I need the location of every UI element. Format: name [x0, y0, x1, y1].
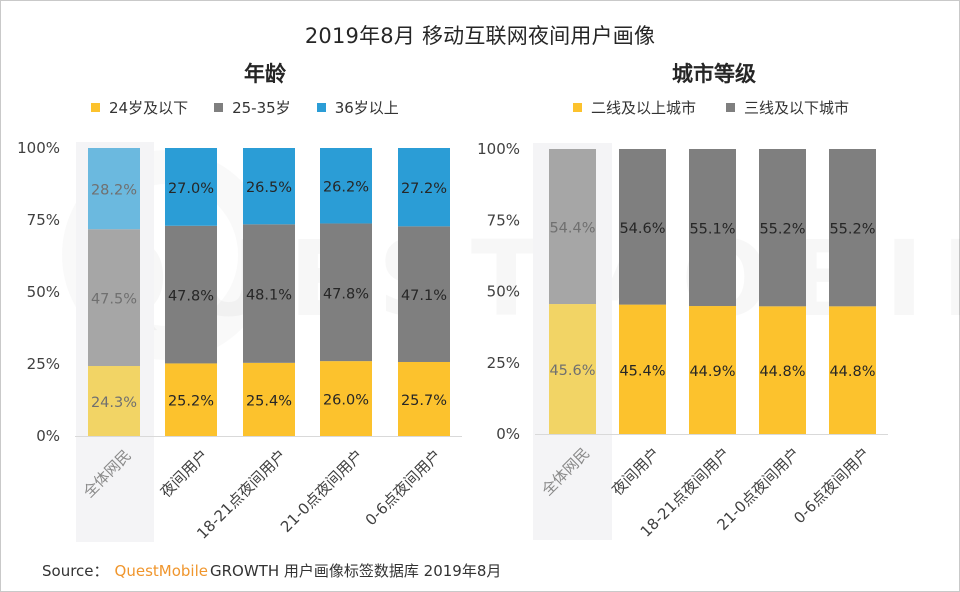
bar-segment [165, 225, 217, 364]
y-tick-label: 25% [487, 354, 520, 372]
data-label: 44.8% [829, 364, 875, 380]
legend-label: 25-35岁 [232, 99, 291, 117]
data-label: 45.6% [549, 363, 595, 379]
bar-segment [549, 304, 596, 434]
data-label: 48.1% [246, 288, 292, 304]
data-label: 47.1% [401, 288, 447, 304]
data-label: 54.4% [549, 221, 595, 237]
legend-item-over-36: 36岁以上 [316, 97, 399, 118]
age-chart-legend: 24岁及以下 25-35岁 36岁以上 [91, 97, 425, 118]
source-note: Source： QuestMobile GROWTH 用户画像标签数据库 2019年… [42, 560, 501, 581]
legend-swatch-gray-icon [726, 103, 736, 112]
data-label: 25.2% [168, 394, 214, 410]
bar-segment [88, 148, 140, 230]
legend-item-under-24: 24岁及以下 [91, 97, 188, 118]
legend-swatch-blue-icon [316, 103, 326, 112]
legend-label: 24岁及以下 [109, 99, 189, 117]
data-label: 25.7% [401, 393, 447, 409]
legend-swatch-gray-icon [214, 103, 224, 112]
bar-segment [759, 149, 806, 307]
bar-segment [165, 148, 217, 226]
y-tick-label: 25% [27, 355, 60, 373]
bar-segment [398, 148, 450, 227]
bar-segment [759, 306, 806, 434]
data-label: 54.6% [619, 221, 665, 237]
bar-segment [829, 149, 876, 307]
data-label: 47.5% [91, 292, 137, 308]
bar-segment [320, 148, 372, 224]
legend-label: 三线及以下城市 [744, 99, 850, 117]
data-label: 55.1% [689, 222, 735, 238]
y-tick-label: 100% [17, 139, 60, 157]
data-label: 47.8% [168, 289, 214, 305]
data-label: 28.2% [91, 183, 137, 199]
bar-segment [88, 366, 140, 436]
data-label: 26.0% [323, 393, 369, 409]
data-label: 27.2% [401, 181, 447, 197]
data-label: 25.4% [246, 393, 292, 409]
source-text: GROWTH 用户画像标签数据库 2019年8月 [209, 562, 502, 580]
data-label: 55.2% [759, 222, 805, 238]
bar-segment [689, 306, 736, 434]
bar-segment [398, 226, 450, 362]
bar-segment [243, 362, 295, 436]
x-category-label: 夜间用户 [608, 444, 663, 499]
data-label: 24.3% [91, 395, 137, 411]
main-title: 2019年8月 移动互联网夜间用户画像 [304, 24, 656, 48]
legend-item-25-35: 25-35岁 [214, 97, 291, 118]
bar-segment [320, 223, 372, 362]
bar-segment [88, 229, 140, 367]
y-tick-label: 50% [27, 283, 60, 301]
bar-segment [243, 224, 295, 363]
bar-segment [165, 363, 217, 436]
bar-segment [829, 306, 876, 434]
y-tick-label: 75% [27, 211, 60, 229]
age-chart-title: 年龄 [244, 62, 286, 86]
legend-item-tier2-above: 二线及以上城市 [573, 97, 696, 118]
bar-segment [689, 149, 736, 307]
data-label: 44.8% [759, 364, 805, 380]
bar-segment [320, 361, 372, 436]
legend-label: 二线及以上城市 [591, 99, 697, 117]
y-tick-label: 100% [477, 140, 520, 158]
y-tick-label: 0% [496, 425, 520, 443]
data-label: 26.5% [246, 180, 292, 196]
y-tick-label: 75% [487, 211, 520, 229]
bar-segment [243, 148, 295, 225]
legend-label: 36岁以上 [334, 99, 399, 117]
legend-swatch-yellow-icon [91, 103, 100, 112]
data-label: 44.9% [689, 364, 735, 380]
legend-swatch-yellow-icon [573, 103, 582, 112]
legend-item-tier3-below: 三线及以下城市 [726, 97, 849, 118]
source-label: Source： [42, 562, 109, 580]
data-label: 27.0% [168, 181, 214, 197]
bar-segment [619, 149, 666, 305]
y-tick-label: 0% [36, 427, 60, 445]
bar-segment [398, 361, 450, 436]
bar-segment [549, 149, 596, 305]
data-label: 55.2% [829, 222, 875, 238]
bar-segment [619, 304, 666, 434]
city-chart-legend: 二线及以上城市 三线及以下城市 [573, 97, 875, 118]
data-label: 45.4% [619, 363, 665, 379]
city-chart-title: 城市等级 [672, 62, 756, 86]
data-label: 47.8% [323, 286, 369, 302]
source-brand: QuestMobile [114, 562, 208, 580]
data-label: 26.2% [323, 180, 369, 196]
y-tick-label: 50% [487, 283, 520, 301]
